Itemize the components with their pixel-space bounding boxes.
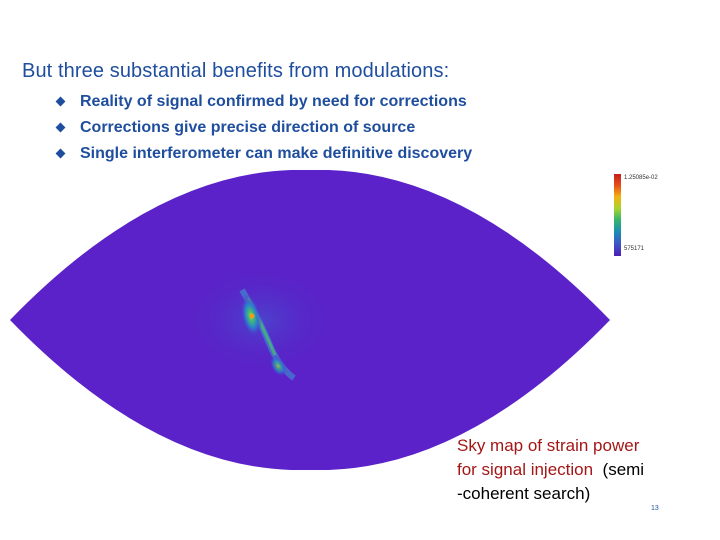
bullet-text: Corrections give precise direction of so…	[80, 119, 416, 136]
caption-line-2-black: (semi	[602, 460, 645, 479]
bullet-text: Single interferometer can make definitiv…	[80, 145, 473, 162]
diamond-bullet-icon	[55, 148, 66, 159]
caption-line-3: -coherent search)	[457, 484, 591, 503]
bullet-item: Corrections give precise direction of so…	[55, 118, 472, 144]
colorbar-min-label: 575171	[624, 246, 645, 252]
diamond-bullet-icon	[55, 122, 66, 133]
caption-line-1: Sky map of strain power	[457, 436, 640, 455]
sky-map-image	[10, 170, 610, 470]
bullet-item: Reality of signal confirmed by need for …	[55, 92, 472, 118]
colorbar	[614, 174, 621, 256]
figure-caption: Sky map of strain power for signal injec…	[457, 434, 697, 506]
bullet-item: Single interferometer can make definitiv…	[55, 144, 473, 170]
colorbar-max-label: 1.25085e-02	[624, 175, 658, 181]
slide-title: But three substantial benefits from modu…	[22, 60, 450, 82]
bullet-list: Reality of signal confirmed by need for …	[55, 92, 473, 170]
caption-line-2-red: for signal injection	[457, 460, 594, 479]
bullet-text: Reality of signal confirmed by need for …	[80, 93, 467, 110]
diamond-bullet-icon	[55, 96, 66, 107]
strain-feature	[180, 265, 340, 381]
page-number: 13	[651, 505, 659, 512]
caption-line-2: for signal injection (semi	[457, 458, 697, 482]
